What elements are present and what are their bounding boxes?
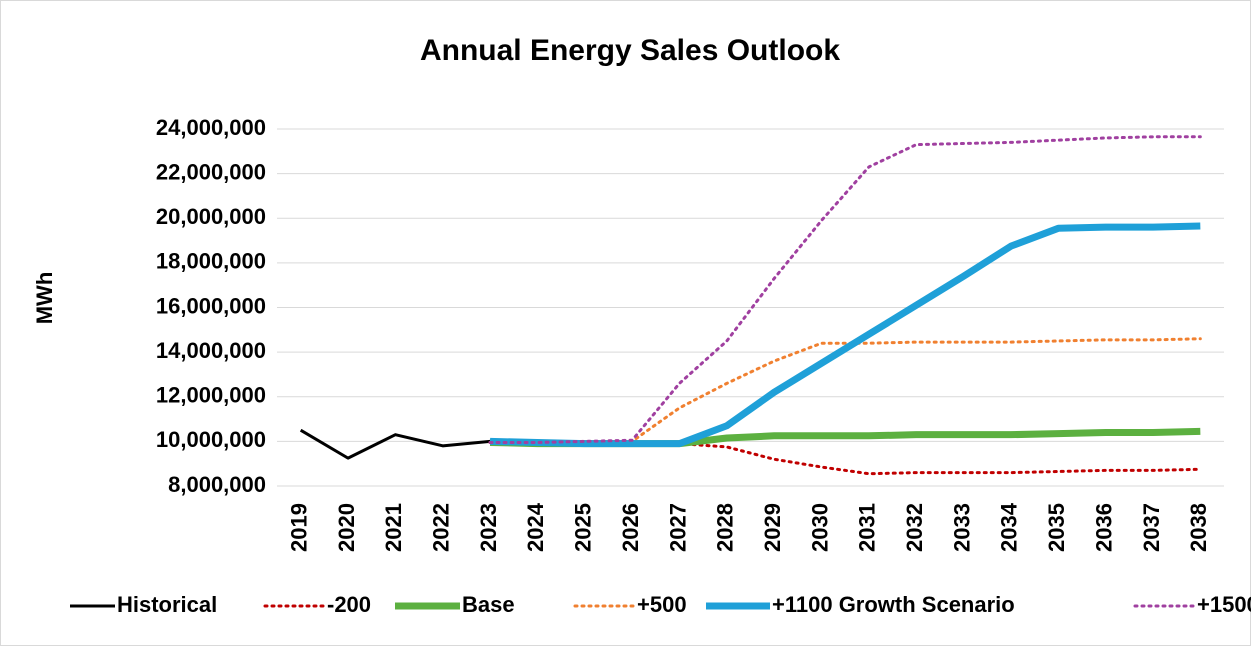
x-tick-label: 2036 [1091,503,1116,552]
y-tick-label: 16,000,000 [156,293,266,318]
y-tick-label: 14,000,000 [156,338,266,363]
legend-label: +500 [637,592,687,617]
y-tick-label: 24,000,000 [156,115,266,140]
x-tick-label: 2035 [1044,503,1069,552]
x-tick-label: 2032 [902,503,927,552]
x-tick-label: 2024 [523,502,548,552]
x-tick-label: 2025 [571,503,596,552]
series-line [299,428,491,460]
y-axis-label: MWh [32,272,57,325]
legend-label: +1500 [1197,592,1251,617]
chart-title: Annual Energy Sales Outlook [420,34,840,67]
x-tick-label: 2031 [855,503,880,552]
x-tick-label: 2019 [286,503,311,552]
y-tick-label: 10,000,000 [156,427,266,452]
series-line [489,222,1201,448]
legend-label: Historical [117,592,217,617]
y-tick-label: 12,000,000 [156,383,266,408]
legend-label: +1100 Growth Scenario [772,592,1015,617]
y-tick-label: 22,000,000 [156,159,266,184]
y-tick-label: 8,000,000 [168,472,266,497]
x-tick-label: 2023 [476,503,501,552]
series-line [488,135,1202,444]
x-tick-label: 2028 [713,503,738,552]
legend-label: Base [462,592,515,617]
y-tick-label: 18,000,000 [156,249,266,274]
x-tick-label: 2021 [381,503,406,552]
x-tick-label: 2022 [429,503,454,552]
x-tick-label: 2030 [807,503,832,552]
x-tick-label: 2037 [1139,503,1164,552]
x-tick-label: 2029 [760,503,785,552]
x-tick-label: 2038 [1186,503,1211,552]
x-tick-label: 2034 [997,502,1022,552]
y-tick-label: 20,000,000 [156,204,266,229]
x-tick-label: 2020 [334,503,359,552]
legend-label: -200 [327,592,371,617]
x-tick-label: 2033 [949,503,974,552]
x-tick-label: 2027 [665,503,690,552]
x-tick-label: 2026 [618,503,643,552]
